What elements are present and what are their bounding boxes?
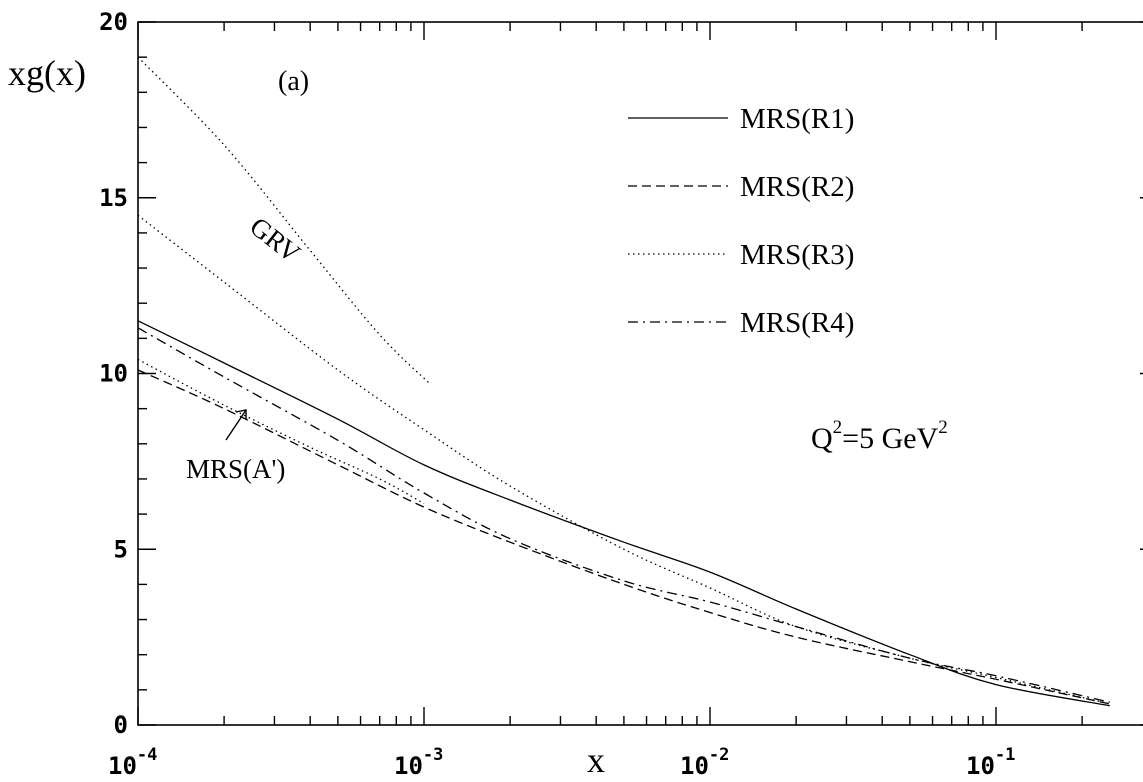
legend: MRS(R1) MRS(R2) MRS(R3) MRS(R4) xyxy=(628,103,854,339)
x-tick-label: 10-1 xyxy=(966,745,1015,780)
y-tick-label: 5 xyxy=(114,535,128,563)
panel-label: (a) xyxy=(278,66,309,97)
q2-note: Q2=5 GeV2 xyxy=(811,417,948,455)
plot-frame xyxy=(137,21,1143,726)
q2-note-sup2: 2 xyxy=(938,417,948,438)
series-line-mrs-r4 xyxy=(137,327,1110,703)
y-tick-label: 0 xyxy=(114,711,128,739)
mrs-aprime-arrow xyxy=(225,409,247,441)
x-tick-label: 10-2 xyxy=(680,745,729,780)
x-tick-labels: 10-4 10-3 10-2 10-1 xyxy=(108,745,1015,780)
x-tick-label: 10-3 xyxy=(394,745,443,780)
series-line-mrs-a xyxy=(137,358,425,505)
y-tick-label: 15 xyxy=(99,184,128,212)
mrs-aprime-label: MRS(A') xyxy=(186,454,285,484)
series-line-mrs-r2 xyxy=(137,369,1110,705)
x-tick-label: 10-4 xyxy=(108,745,157,780)
y-tick-label: 10 xyxy=(99,360,128,388)
grv-label: GRV xyxy=(244,211,306,269)
y-tick-label: 20 xyxy=(99,8,128,36)
legend-label: MRS(R3) xyxy=(740,239,854,271)
legend-label: MRS(R4) xyxy=(740,307,854,339)
q2-note-mid: =5 GeV xyxy=(842,422,938,455)
curves xyxy=(137,56,1110,707)
legend-label: MRS(R1) xyxy=(740,103,854,135)
q2-note-base: Q xyxy=(811,422,833,455)
legend-label: MRS(R2) xyxy=(740,171,854,203)
series-line-mrs-r3 xyxy=(137,214,1110,705)
y-axis-title: xg(x) xyxy=(8,53,86,93)
y-tick-labels: 0 5 10 15 20 xyxy=(99,8,128,739)
series-line-mrs-r1 xyxy=(137,320,1110,707)
series-line-grv xyxy=(137,56,431,385)
x-axis-title: x xyxy=(587,740,605,780)
q2-note-sup1: 2 xyxy=(833,417,843,438)
axis-ticks xyxy=(137,21,1143,726)
